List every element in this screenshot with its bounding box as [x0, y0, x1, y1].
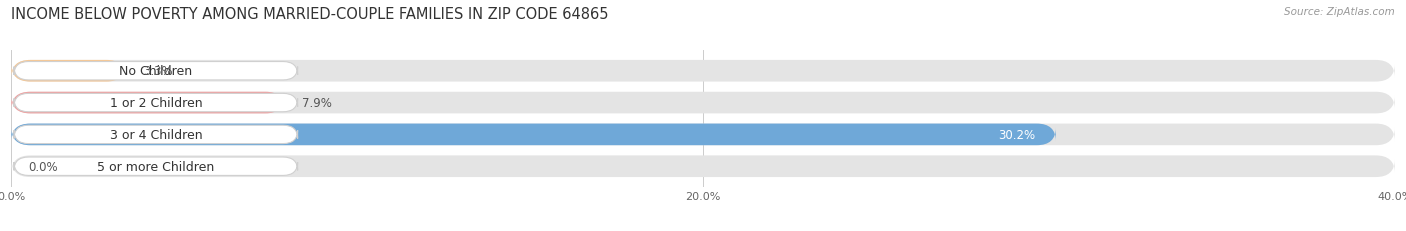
- FancyBboxPatch shape: [14, 94, 298, 112]
- FancyBboxPatch shape: [14, 62, 298, 81]
- FancyBboxPatch shape: [11, 92, 1395, 114]
- FancyBboxPatch shape: [11, 92, 284, 114]
- Text: 5 or more Children: 5 or more Children: [97, 160, 215, 173]
- Text: 7.9%: 7.9%: [302, 97, 332, 109]
- FancyBboxPatch shape: [14, 126, 298, 144]
- FancyBboxPatch shape: [14, 157, 298, 176]
- Text: 30.2%: 30.2%: [998, 128, 1035, 141]
- Text: 1 or 2 Children: 1 or 2 Children: [110, 97, 202, 109]
- Text: 3 or 4 Children: 3 or 4 Children: [110, 128, 202, 141]
- FancyBboxPatch shape: [11, 124, 1056, 146]
- Text: 3.3%: 3.3%: [142, 65, 173, 78]
- Text: INCOME BELOW POVERTY AMONG MARRIED-COUPLE FAMILIES IN ZIP CODE 64865: INCOME BELOW POVERTY AMONG MARRIED-COUPL…: [11, 7, 609, 22]
- Text: No Children: No Children: [120, 65, 193, 78]
- FancyBboxPatch shape: [11, 61, 125, 82]
- FancyBboxPatch shape: [11, 124, 1395, 146]
- Text: 0.0%: 0.0%: [28, 160, 58, 173]
- FancyBboxPatch shape: [11, 61, 1395, 82]
- Text: Source: ZipAtlas.com: Source: ZipAtlas.com: [1284, 7, 1395, 17]
- FancyBboxPatch shape: [11, 156, 1395, 177]
